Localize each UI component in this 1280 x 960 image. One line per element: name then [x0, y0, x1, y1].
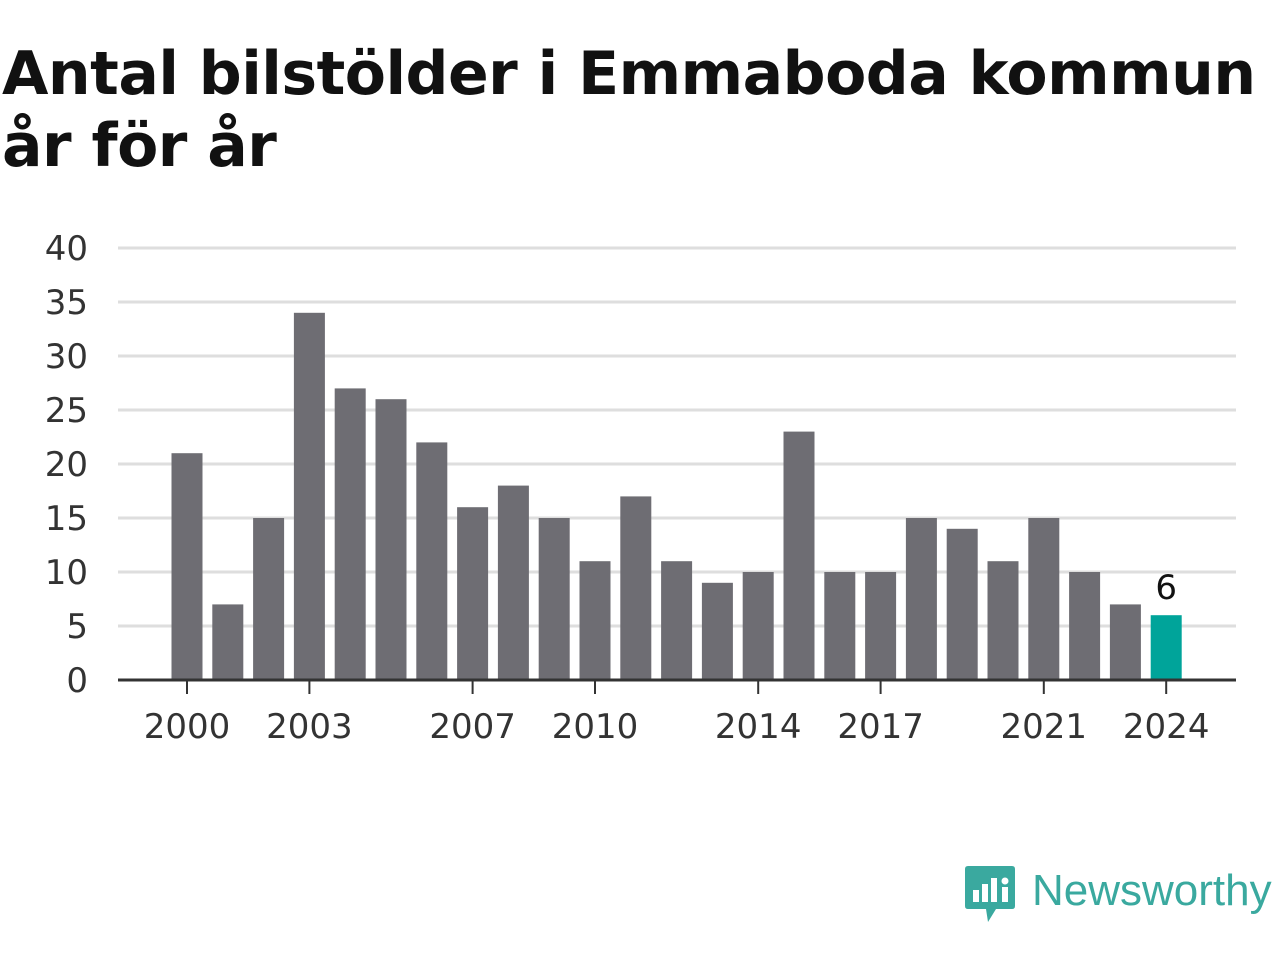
- bar: [293, 312, 325, 680]
- y-tick-label: 40: [45, 229, 88, 269]
- y-tick-label: 30: [45, 337, 88, 377]
- bar: [212, 604, 244, 680]
- bar: [783, 431, 815, 680]
- bar: [824, 572, 856, 680]
- y-axis-tick-labels: 0 5 10 15 20 25 30 35 40: [45, 229, 88, 701]
- bar: [661, 561, 693, 680]
- x-axis: [118, 678, 1236, 694]
- bar: [1109, 604, 1141, 680]
- bar: [946, 528, 978, 680]
- y-tick-label: 15: [45, 499, 88, 539]
- y-tick-label: 35: [45, 283, 88, 323]
- x-tick-label: 2024: [1123, 707, 1210, 747]
- newsworthy-logo-icon: [965, 866, 1015, 922]
- chart-title-line-2: år för år: [2, 111, 277, 181]
- bar: [742, 572, 774, 680]
- bar: [457, 507, 489, 680]
- bar: [620, 496, 652, 680]
- bar: [416, 442, 448, 680]
- x-tick-label: 2000: [144, 707, 231, 747]
- x-tick-label: 2014: [715, 707, 802, 747]
- x-tick-label: 2007: [429, 707, 516, 747]
- x-tick-label: 2010: [552, 707, 639, 747]
- bars: [171, 312, 1182, 680]
- bar: [579, 561, 611, 680]
- data-labels: 6: [1155, 568, 1177, 608]
- y-tick-label: 0: [66, 661, 88, 701]
- newsworthy-wordmark: Newsworthy: [1032, 866, 1272, 915]
- y-tick-label: 20: [45, 445, 88, 485]
- bar: [701, 582, 733, 680]
- bar: [905, 518, 937, 680]
- bar: [865, 572, 897, 680]
- chart-title: Antal bilstölder i Emmaboda kommun år fö…: [2, 38, 1272, 182]
- x-axis-tick-labels: 2000 2003 2007 2010 2014 2017 2021 2024: [144, 707, 1210, 747]
- x-tick-label: 2021: [1001, 707, 1088, 747]
- bar: [987, 561, 1019, 680]
- bar-chart: 0 5 10 15 20 25 30 35 40 2000 2003 2007 2010 2014 201…: [45, 229, 1236, 747]
- x-tick-label: 2003: [266, 707, 353, 747]
- bar-highlight: [1150, 615, 1182, 680]
- data-label: 6: [1155, 568, 1177, 608]
- y-tick-label: 5: [66, 607, 88, 647]
- bar: [253, 518, 285, 680]
- bar: [1069, 572, 1101, 680]
- bar: [497, 485, 529, 680]
- bar: [1028, 518, 1060, 680]
- bar: [375, 399, 407, 680]
- y-tick-label: 25: [45, 391, 88, 431]
- bar: [171, 453, 203, 680]
- chart-title-line-1: Antal bilstölder i Emmaboda kommun: [2, 39, 1256, 109]
- bar: [334, 388, 366, 680]
- bar: [538, 518, 570, 680]
- x-tick-label: 2017: [837, 707, 924, 747]
- y-tick-label: 10: [45, 553, 88, 593]
